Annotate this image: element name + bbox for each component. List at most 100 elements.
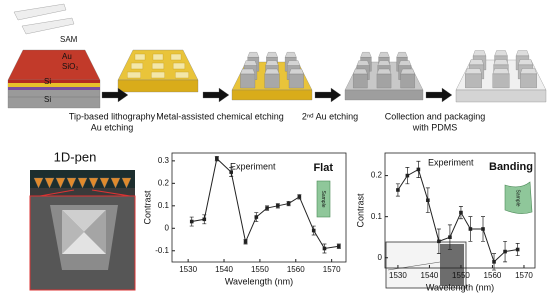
pillar-front [240, 74, 255, 88]
pillar-top [287, 61, 300, 66]
data-point [396, 188, 400, 192]
step-label: Tip-based lithography [69, 111, 156, 121]
step-label: 2ⁿᵈ Au etching [302, 111, 358, 121]
layer-label: Si [44, 95, 51, 104]
litho-hole [171, 54, 181, 60]
pen-image [30, 170, 135, 290]
x-tick-label: 1560 [484, 271, 502, 280]
step-label: Collection and packaging [385, 111, 486, 121]
layer-label: SiO₂ [62, 62, 78, 71]
layer-label: Si [44, 77, 51, 86]
annotation: Sample [515, 190, 521, 207]
pen-title: 1D-pen [54, 149, 97, 164]
pillar-top [285, 52, 296, 57]
litho-hole [153, 54, 163, 60]
litho-hole [152, 63, 164, 69]
pillar-top [240, 69, 255, 74]
pillar-top [494, 60, 509, 65]
litho-hole [135, 54, 145, 60]
data-point [323, 247, 327, 251]
annotation: Flat [313, 162, 333, 174]
x-tick-label: 1540 [215, 265, 233, 274]
x-axis-label: Wavelength (nm) [225, 276, 293, 286]
annotation: Sample [320, 191, 326, 208]
pillar-front [465, 74, 482, 88]
data-point [469, 227, 473, 231]
slab-front [345, 90, 423, 100]
pillar-top [248, 52, 259, 57]
y-axis-label: Contrast [142, 190, 152, 225]
layer-label: Au [62, 52, 72, 61]
pillar-front [401, 74, 415, 88]
data-point [437, 240, 441, 244]
step-label: Metal-assisted chemical etching [156, 111, 284, 121]
data-point [406, 174, 410, 178]
data-point [298, 195, 302, 199]
x-tick-label: 1570 [323, 265, 341, 274]
annotation: Experiment [230, 161, 276, 171]
litho-hole [173, 63, 185, 69]
y-tick-label: 0.2 [371, 171, 383, 180]
pillar-top [465, 69, 482, 74]
pillar-top [469, 60, 484, 65]
arrow-beam [14, 4, 66, 20]
data-point [265, 206, 269, 210]
layer-au [8, 83, 100, 87]
data-point [459, 211, 463, 215]
pillar-top [520, 69, 537, 74]
litho-hole [131, 63, 143, 69]
y-tick-label: -0.1 [155, 246, 169, 255]
pillar-top [266, 61, 279, 66]
data-point [287, 202, 291, 206]
pillar-top [361, 52, 372, 57]
x-axis-label: Wavelength (nm) [426, 282, 494, 292]
figure: SAMAuSiO₂SiSiTip-based lithographyAu etc… [0, 0, 556, 302]
y-tick-label: 0.1 [371, 212, 383, 221]
pillar-front [289, 74, 304, 88]
data-point [202, 217, 206, 221]
pillar-top [495, 51, 508, 56]
pillar-top [518, 60, 533, 65]
x-tick-label: 1540 [421, 271, 439, 280]
pillar-front [520, 74, 537, 88]
data-point [337, 244, 341, 248]
data-point [244, 240, 248, 244]
y-tick-label: 0 [378, 253, 383, 262]
litho-hole [151, 72, 164, 78]
y-tick-label: 0.2 [158, 178, 170, 187]
data-point [229, 170, 233, 174]
x-tick-label: 1530 [179, 265, 197, 274]
data-point [215, 157, 219, 161]
pillar-top [357, 61, 370, 66]
x-tick-label: 1530 [389, 271, 407, 280]
pillar-top [289, 69, 304, 74]
x-tick-label: 1560 [287, 265, 305, 274]
data-point [426, 198, 430, 202]
layer-sio2 [8, 87, 100, 90]
litho-hole [175, 72, 188, 78]
slab-front [456, 90, 546, 102]
data-point [417, 168, 421, 172]
pillar-top [493, 69, 510, 74]
y-axis-label: Contrast [355, 193, 365, 228]
process-arrow [315, 88, 341, 102]
pillar-top [265, 69, 280, 74]
pillar-top [377, 69, 391, 74]
pillar-front [377, 74, 391, 88]
x-tick-label: 1570 [515, 271, 533, 280]
pillar-front [353, 74, 367, 88]
y-tick-label: 0 [165, 223, 170, 232]
pillar-front [265, 74, 280, 88]
y-tick-label: 0.3 [158, 156, 170, 165]
step-label: Au etching [91, 122, 134, 132]
slab-front [232, 90, 312, 100]
pillar-front [493, 74, 510, 88]
process-arrow [426, 88, 452, 102]
slab-top [8, 50, 100, 80]
pillar-top [401, 69, 415, 74]
slab-front [118, 80, 198, 92]
